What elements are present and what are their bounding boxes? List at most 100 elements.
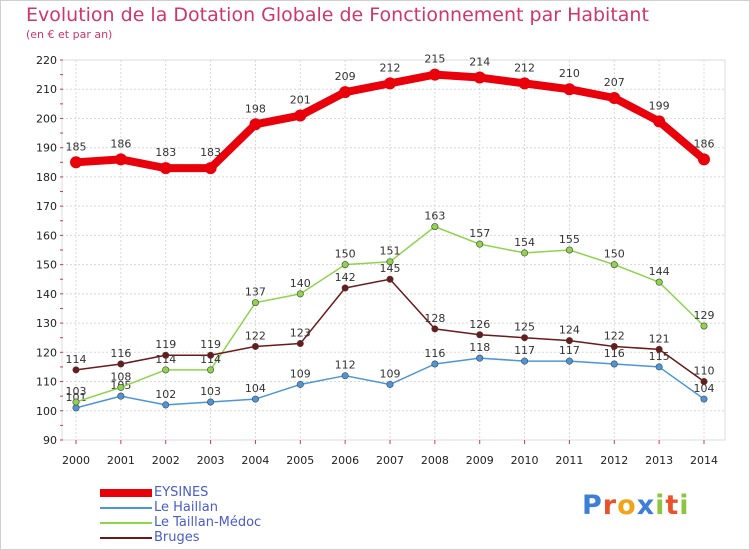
data-label: 140 xyxy=(290,277,311,290)
data-label: 151 xyxy=(379,245,400,258)
data-point xyxy=(431,325,439,333)
data-label: 119 xyxy=(155,338,176,351)
data-label: 214 xyxy=(469,56,490,69)
data-label: 150 xyxy=(335,248,356,261)
data-label: 155 xyxy=(559,233,580,246)
data-point xyxy=(162,351,170,359)
x-tick-label: 2004 xyxy=(241,454,269,467)
data-label: 199 xyxy=(649,99,670,112)
x-tick-label: 2000 xyxy=(62,454,90,467)
data-label: 121 xyxy=(649,332,670,345)
x-tick-label: 2005 xyxy=(286,454,314,467)
y-tick-label: 180 xyxy=(36,171,57,184)
data-label: 123 xyxy=(290,327,311,340)
x-tick-label: 2010 xyxy=(511,454,539,467)
data-point xyxy=(72,404,80,412)
data-label: 103 xyxy=(200,385,221,398)
data-label: 186 xyxy=(110,137,131,150)
data-point xyxy=(653,115,666,128)
data-point xyxy=(697,153,710,166)
brand-letter: o xyxy=(617,490,637,521)
data-label: 117 xyxy=(514,344,535,357)
data-point xyxy=(251,395,259,403)
data-point xyxy=(339,86,352,99)
data-label: 207 xyxy=(604,76,625,89)
data-label: 185 xyxy=(66,140,87,153)
data-label: 109 xyxy=(290,367,311,380)
data-point xyxy=(655,363,663,371)
data-label: 150 xyxy=(604,248,625,261)
brand-letter: x xyxy=(636,490,656,521)
data-point xyxy=(159,162,172,175)
x-tick-label: 2014 xyxy=(690,454,718,467)
data-label: 125 xyxy=(514,321,535,334)
data-point xyxy=(700,322,708,330)
data-label: 129 xyxy=(693,309,714,322)
data-point xyxy=(386,380,394,388)
data-point xyxy=(700,395,708,403)
data-point xyxy=(162,366,170,374)
data-point xyxy=(610,342,618,350)
data-point xyxy=(117,383,125,391)
x-tick-label: 2001 xyxy=(107,454,135,467)
data-label: 108 xyxy=(110,370,131,383)
data-label: 109 xyxy=(379,367,400,380)
data-label: 198 xyxy=(245,102,266,115)
data-point xyxy=(476,240,484,248)
data-label: 116 xyxy=(604,347,625,360)
y-tick-label: 120 xyxy=(36,346,57,359)
data-label: 210 xyxy=(559,67,580,80)
data-point xyxy=(565,337,573,345)
data-label: 144 xyxy=(649,265,670,278)
data-point xyxy=(521,357,529,365)
data-label: 201 xyxy=(290,94,311,107)
x-tick-label: 2007 xyxy=(376,454,404,467)
legend-swatch xyxy=(100,507,152,509)
y-tick-label: 190 xyxy=(36,142,57,155)
brand-logo: Proxiti xyxy=(582,490,690,521)
x-tick-label: 2002 xyxy=(152,454,180,467)
data-point xyxy=(249,118,262,131)
data-point xyxy=(700,378,708,386)
data-label: 117 xyxy=(559,344,580,357)
data-label: 212 xyxy=(379,61,400,74)
data-label: 183 xyxy=(155,146,176,159)
data-point xyxy=(341,284,349,292)
data-label: 114 xyxy=(200,353,221,366)
y-tick-label: 160 xyxy=(36,229,57,242)
y-tick-label: 110 xyxy=(36,376,57,389)
data-point xyxy=(473,71,486,84)
data-label: 122 xyxy=(604,329,625,342)
data-point xyxy=(294,109,307,122)
data-point xyxy=(610,261,618,269)
data-point xyxy=(341,372,349,380)
data-point xyxy=(431,360,439,368)
data-label: 122 xyxy=(245,329,266,342)
y-tick-label: 100 xyxy=(36,405,57,418)
x-tick-label: 2009 xyxy=(466,454,494,467)
data-point xyxy=(563,83,576,96)
legend-label: EYSINES xyxy=(154,485,209,500)
data-label: 154 xyxy=(514,236,535,249)
legend-label: Le Taillan-Médoc xyxy=(154,515,262,530)
data-point xyxy=(251,342,259,350)
data-label: 102 xyxy=(155,388,176,401)
data-point xyxy=(72,398,80,406)
data-point xyxy=(162,401,170,409)
x-tick-label: 2003 xyxy=(197,454,225,467)
data-point xyxy=(72,366,80,374)
data-point xyxy=(207,398,215,406)
data-label: 212 xyxy=(514,61,535,74)
data-label: 215 xyxy=(424,53,445,66)
data-point xyxy=(70,156,82,169)
y-tick-label: 150 xyxy=(36,259,57,272)
y-tick-label: 90 xyxy=(43,434,57,447)
data-point xyxy=(565,357,573,365)
y-tick-label: 140 xyxy=(36,288,57,301)
x-tick-label: 2011 xyxy=(555,454,583,467)
data-point xyxy=(476,354,484,362)
data-label: 157 xyxy=(469,227,490,240)
brand-letter: P xyxy=(582,490,603,521)
legend-label: Le Haillan xyxy=(154,500,218,515)
brand-letter: r xyxy=(602,490,618,521)
